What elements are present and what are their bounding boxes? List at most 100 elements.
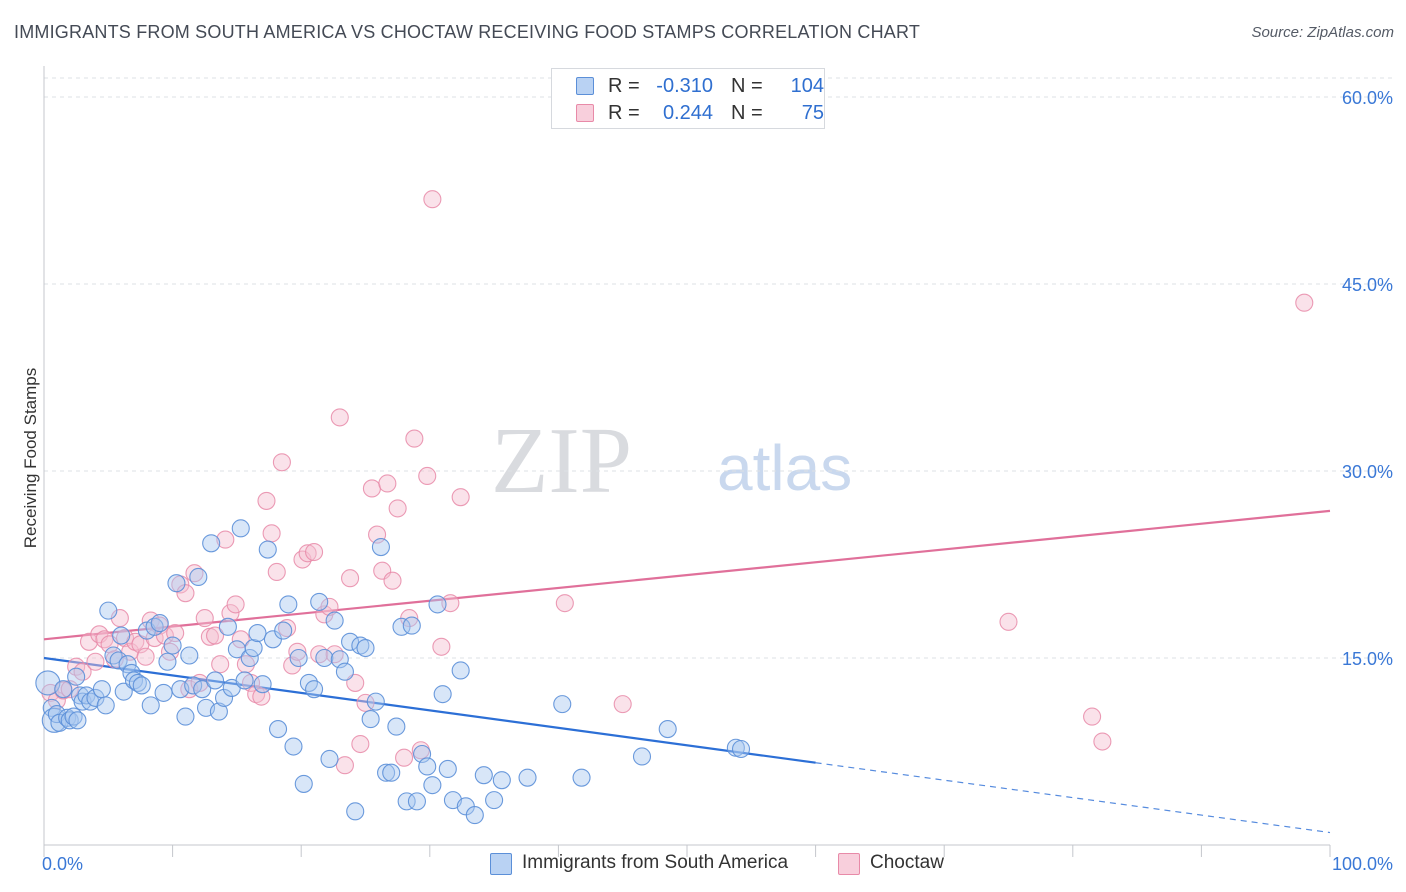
choctaw-point <box>231 630 250 649</box>
immigrants-point <box>325 611 344 630</box>
choctaw-point <box>555 594 574 613</box>
immigrants-point <box>572 768 591 787</box>
choctaw-point <box>298 544 317 563</box>
immigrants-point <box>351 636 370 655</box>
r-value: -0.310 <box>656 75 713 97</box>
choctaw-point <box>999 612 1018 631</box>
immigrants-point <box>485 791 504 810</box>
immigrants-point <box>68 711 87 730</box>
choctaw-point <box>267 562 286 582</box>
immigrants-point <box>289 648 308 668</box>
r-value: 0.244 <box>662 102 713 124</box>
immigrants-point <box>274 621 293 640</box>
legend-label: Choctaw <box>870 852 944 873</box>
choctaw-point <box>1295 293 1314 312</box>
choctaw-point <box>247 685 266 704</box>
choctaw-point <box>195 609 214 628</box>
immigrants-point <box>158 652 177 671</box>
immigrants-point <box>235 671 254 690</box>
choctaw-point <box>613 695 632 714</box>
immigrants-point <box>428 595 447 614</box>
choctaw-point <box>383 571 402 590</box>
r-label: R = <box>608 102 640 124</box>
immigrants-point <box>423 776 442 795</box>
immigrants-point <box>141 696 160 715</box>
choctaw-point <box>1083 707 1102 726</box>
choctaw-point <box>221 604 240 623</box>
y-tick-label: 60.0% <box>1342 88 1393 108</box>
immigrants-point <box>402 616 421 635</box>
choctaw-point <box>283 656 302 675</box>
immigrants-point <box>474 766 493 785</box>
watermark-atlas: atlas <box>717 432 852 504</box>
immigrants-point <box>258 540 277 559</box>
immigrants-point <box>214 688 234 707</box>
choctaw-point <box>216 530 235 549</box>
choctaw-point <box>136 647 155 666</box>
choctaw-point <box>176 584 195 603</box>
choctaw-point <box>79 632 99 651</box>
blue-swatch <box>490 853 512 875</box>
choctaw-point <box>262 524 281 543</box>
axes <box>43 66 1331 857</box>
y-tick-label: 15.0% <box>1342 649 1393 669</box>
immigrants-point <box>99 601 118 620</box>
immigrants-point <box>632 747 652 766</box>
immigrants-point <box>305 680 324 699</box>
immigrants-point <box>231 519 250 538</box>
immigrants-point <box>315 648 334 668</box>
immigrants-point <box>132 676 151 695</box>
immigrants-point <box>122 663 141 683</box>
choctaw-point <box>272 453 291 472</box>
immigrants-point <box>731 739 751 759</box>
immigrants-trend-extension <box>815 762 1331 834</box>
immigrants-point <box>118 655 137 674</box>
immigrants-point <box>96 696 115 715</box>
choctaw-point <box>432 637 451 656</box>
immigrants-point <box>371 537 390 557</box>
immigrants-point <box>58 708 77 727</box>
immigrants-point <box>176 707 195 726</box>
immigrants-point <box>240 648 259 668</box>
immigrants-point <box>67 667 86 686</box>
immigrants-points <box>35 519 751 825</box>
immigrants-point <box>346 802 365 821</box>
immigrants-point <box>356 638 375 658</box>
immigrants-point <box>35 670 61 696</box>
choctaw-point <box>346 673 365 692</box>
choctaw-point <box>1093 732 1112 751</box>
choctaw-point <box>351 734 370 754</box>
chart-title: IMMIGRANTS FROM SOUTH AMERICA VS CHOCTAW… <box>14 22 921 42</box>
choctaw-point <box>325 645 344 664</box>
immigrants-point <box>387 717 406 736</box>
y-axis-label: Receiving Food Stamps <box>21 368 40 548</box>
choctaw-point <box>320 597 339 616</box>
immigrants-point <box>341 632 360 651</box>
legend-label: Immigrants from South America <box>522 852 789 873</box>
immigrants-point <box>465 806 484 825</box>
immigrants-point <box>377 763 396 782</box>
y-tick-label: 45.0% <box>1342 275 1393 295</box>
immigrants-point <box>553 695 572 714</box>
immigrants-point <box>180 646 199 665</box>
immigrants-point <box>189 567 208 587</box>
immigrants-point <box>284 737 303 756</box>
choctaw-point <box>335 756 354 775</box>
choctaw-trend-line <box>43 509 1331 641</box>
x-tick-label: 100.0% <box>1332 854 1393 874</box>
immigrants-point <box>269 720 288 739</box>
immigrants-point <box>294 774 313 793</box>
choctaw-point <box>86 652 105 671</box>
watermark: ZIP atlas <box>491 409 852 513</box>
n-value: 104 <box>790 75 824 97</box>
pink-swatch <box>576 104 594 122</box>
immigrants-point <box>218 617 237 636</box>
choctaw-point <box>205 626 225 645</box>
n-value: 75 <box>801 102 824 124</box>
choctaw-point <box>378 474 397 493</box>
immigrants-point <box>248 624 267 643</box>
immigrants-point <box>167 574 186 593</box>
immigrants-point <box>205 671 225 690</box>
immigrants-point <box>209 702 228 721</box>
